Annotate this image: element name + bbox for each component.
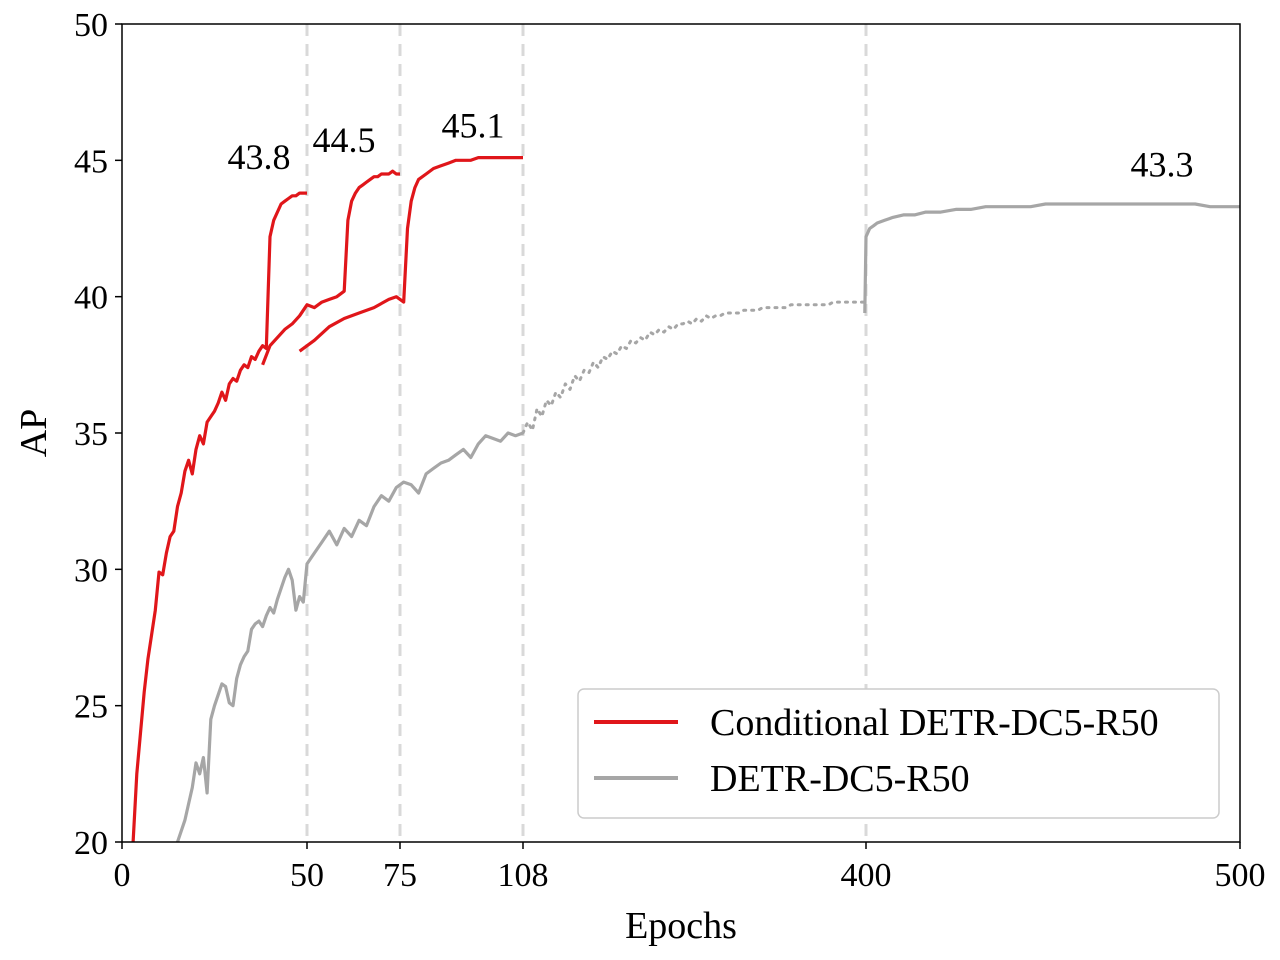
series-0-run-1 — [261, 169, 400, 366]
legend-box — [577, 688, 1220, 819]
x-tick-label-75: 75 — [383, 857, 417, 894]
x-axis-title: Epochs — [625, 905, 737, 947]
annotation-44-5: 44.5 — [313, 120, 376, 160]
y-tick-label-45: 45 — [74, 143, 108, 180]
series-1-run-1 — [521, 300, 868, 435]
annotation-45-1: 45.1 — [442, 106, 505, 146]
legend-label-detr: DETR-DC5-R50 — [710, 758, 970, 800]
x-tick-label-50: 50 — [290, 857, 324, 894]
y-tick-label-30: 30 — [74, 552, 108, 589]
legend: Conditional DETR-DC5-R50 DETR-DC5-R50 — [577, 688, 1220, 819]
x-tick-label-0: 0 — [114, 857, 131, 894]
y-tick-label-35: 35 — [74, 416, 108, 453]
x-tick-label-400: 400 — [841, 857, 892, 894]
series-1-run-0 — [175, 431, 524, 843]
x-tick-label-500: 500 — [1215, 857, 1266, 894]
y-tick-label-40: 40 — [74, 280, 108, 317]
series-0-run-0 — [131, 191, 307, 843]
y-axis-title: AP — [13, 409, 55, 458]
annotations: 43.8 44.5 45.1 43.3 — [228, 106, 1194, 185]
series-0-run-2 — [298, 156, 523, 353]
x-axis-ticks: 0 50 75 108 400 500 — [114, 842, 1266, 894]
x-tick-label-108: 108 — [498, 857, 549, 894]
series-1-run-2 — [863, 202, 1240, 314]
series-layer — [131, 156, 1240, 843]
annotation-43-8: 43.8 — [228, 137, 291, 177]
y-tick-label-20: 20 — [74, 825, 108, 862]
y-tick-label-25: 25 — [74, 689, 108, 726]
y-tick-label-50: 50 — [74, 7, 108, 44]
legend-label-conditional: Conditional DETR-DC5-R50 — [710, 702, 1159, 744]
annotation-43-3: 43.3 — [1131, 145, 1194, 185]
y-axis-ticks: 20 25 30 35 40 45 50 — [74, 7, 122, 862]
